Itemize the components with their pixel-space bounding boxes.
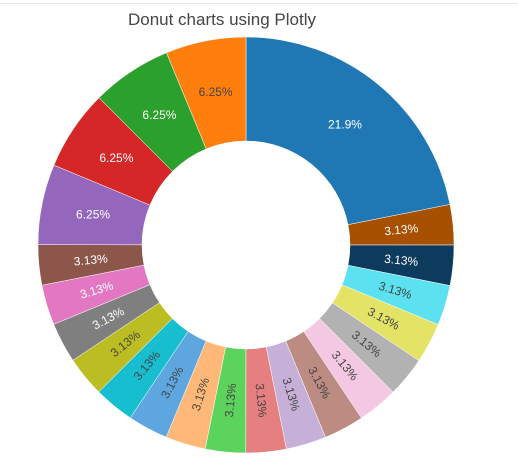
slice-label-19: 6.25% <box>76 207 110 221</box>
slice-label-20: 6.25% <box>99 151 133 165</box>
slice-label-22: 6.25% <box>199 85 233 99</box>
slice-label-1: 21.9% <box>328 117 362 131</box>
slice-label-21: 6.25% <box>142 108 176 122</box>
